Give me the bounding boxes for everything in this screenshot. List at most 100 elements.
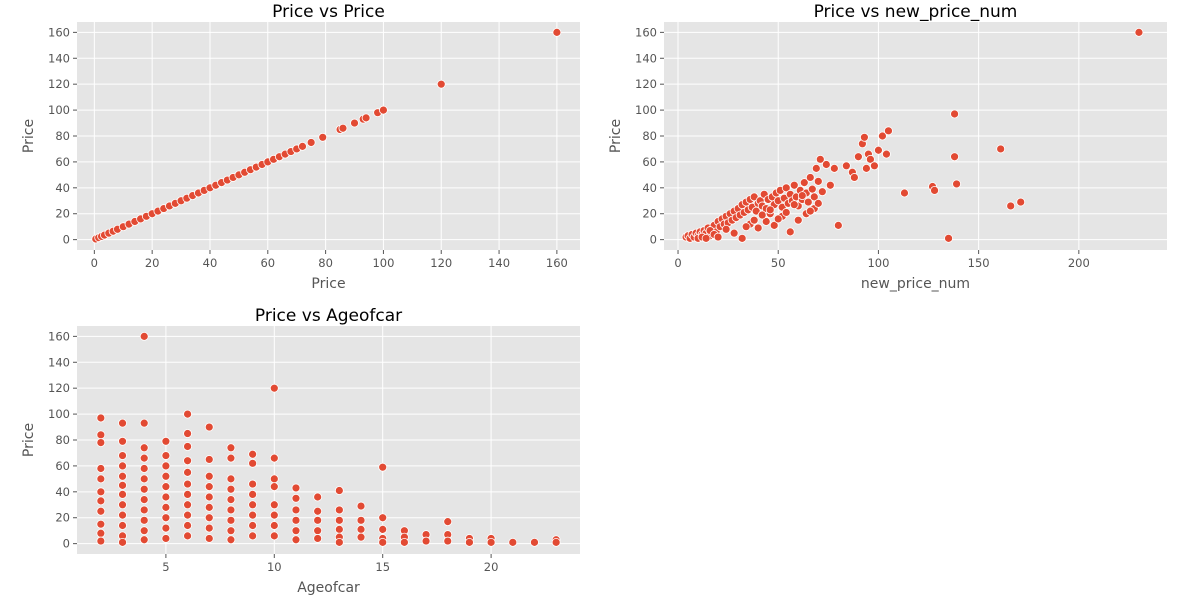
y-axis-label: Price — [21, 423, 37, 457]
x-tick-label: 200 — [1068, 256, 1090, 270]
data-point — [530, 537, 539, 547]
y-tick-label: 140 — [48, 51, 70, 65]
y-axis-label: Price — [608, 119, 624, 153]
chart-panel-2: 0 20 40 60 80 100 120 140 160 0 50 100 150 200 Price v… — [608, 2, 1167, 292]
data-point — [306, 138, 316, 147]
data-point — [204, 422, 214, 432]
data-point — [161, 461, 171, 471]
y-tick-label: 120 — [635, 77, 657, 91]
data-point — [817, 187, 827, 197]
data-point — [161, 513, 171, 523]
y-tick-label: 40 — [55, 485, 70, 499]
x-tick-label: 120 — [430, 256, 452, 270]
y-tick-label: 20 — [55, 511, 70, 525]
data-point — [813, 198, 823, 208]
data-point — [334, 515, 344, 525]
data-point — [313, 492, 323, 502]
data-point — [821, 160, 831, 169]
data-point — [757, 210, 767, 220]
y-tick-label: 80 — [55, 129, 70, 143]
data-point — [379, 105, 388, 115]
data-point — [96, 464, 106, 473]
data-point — [269, 474, 279, 484]
y-tick-label: 0 — [63, 537, 70, 551]
data-point — [161, 436, 171, 446]
y-tick-label: 40 — [55, 181, 70, 195]
data-point — [338, 123, 348, 133]
data-point — [96, 413, 106, 423]
data-point — [183, 531, 192, 541]
data-point — [139, 515, 149, 525]
data-point — [799, 178, 809, 188]
data-point — [183, 429, 192, 438]
data-point — [248, 449, 258, 459]
data-point — [807, 184, 817, 194]
data-point — [781, 183, 791, 193]
data-point — [226, 474, 236, 484]
data-point — [139, 464, 149, 473]
y-tick-label: 20 — [642, 207, 657, 221]
data-point — [96, 496, 106, 506]
data-point — [139, 331, 149, 341]
y-tick-label: 80 — [642, 129, 657, 143]
x-axis-label: Price — [311, 276, 345, 292]
data-point — [226, 495, 236, 504]
y-tick-label: 160 — [48, 25, 70, 39]
y-tick-label: 120 — [48, 381, 70, 395]
y-tick-label: 40 — [642, 181, 657, 195]
data-point — [183, 479, 192, 489]
y-tick-label: 160 — [635, 25, 657, 39]
data-point — [226, 535, 236, 545]
data-point — [552, 27, 562, 37]
data-point — [334, 537, 344, 547]
x-tick-label: 20 — [484, 560, 499, 574]
y-tick-label: 100 — [48, 103, 70, 117]
data-point — [950, 109, 959, 119]
data-point — [833, 220, 843, 230]
data-point — [118, 451, 127, 460]
data-point — [139, 535, 149, 545]
data-point — [139, 484, 149, 494]
data-point — [701, 233, 711, 243]
data-point — [298, 141, 307, 151]
data-point — [1134, 27, 1144, 37]
data-point — [811, 163, 821, 173]
data-point — [204, 492, 214, 502]
data-point — [313, 526, 323, 536]
data-point — [96, 474, 106, 484]
data-point — [226, 484, 236, 494]
data-point — [118, 521, 127, 530]
y-tick-label: 80 — [55, 433, 70, 447]
data-point — [139, 526, 149, 536]
y-tick-label: 60 — [642, 155, 657, 169]
data-point — [118, 500, 127, 510]
x-tick-label: 100 — [372, 256, 394, 270]
y-tick-label: 160 — [48, 329, 70, 343]
data-point — [952, 179, 961, 189]
y-tick-label: 120 — [48, 77, 70, 91]
data-point — [118, 461, 127, 471]
data-point — [313, 515, 323, 525]
x-tick-label: 10 — [267, 560, 282, 574]
data-point — [226, 443, 236, 453]
data-point — [161, 492, 171, 502]
y-tick-label: 100 — [635, 103, 657, 117]
y-tick-label: 140 — [635, 51, 657, 65]
data-point — [118, 471, 127, 481]
data-point — [161, 482, 171, 492]
data-point — [378, 524, 388, 534]
data-point — [291, 505, 301, 515]
data-point — [950, 152, 959, 162]
y-tick-label: 100 — [48, 407, 70, 421]
data-point — [183, 510, 192, 520]
data-point — [139, 443, 149, 453]
y-tick-label: 20 — [55, 207, 70, 221]
data-point — [161, 451, 171, 460]
data-point — [183, 490, 192, 499]
data-point — [334, 524, 344, 534]
data-point — [378, 513, 388, 523]
data-point — [118, 537, 127, 547]
data-point — [378, 537, 388, 547]
x-tick-label: 0 — [674, 256, 681, 270]
data-point — [996, 144, 1006, 154]
